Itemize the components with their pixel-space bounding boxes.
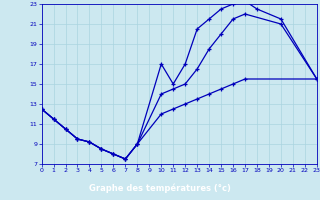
Text: Graphe des températures (°c): Graphe des températures (°c)	[89, 183, 231, 193]
